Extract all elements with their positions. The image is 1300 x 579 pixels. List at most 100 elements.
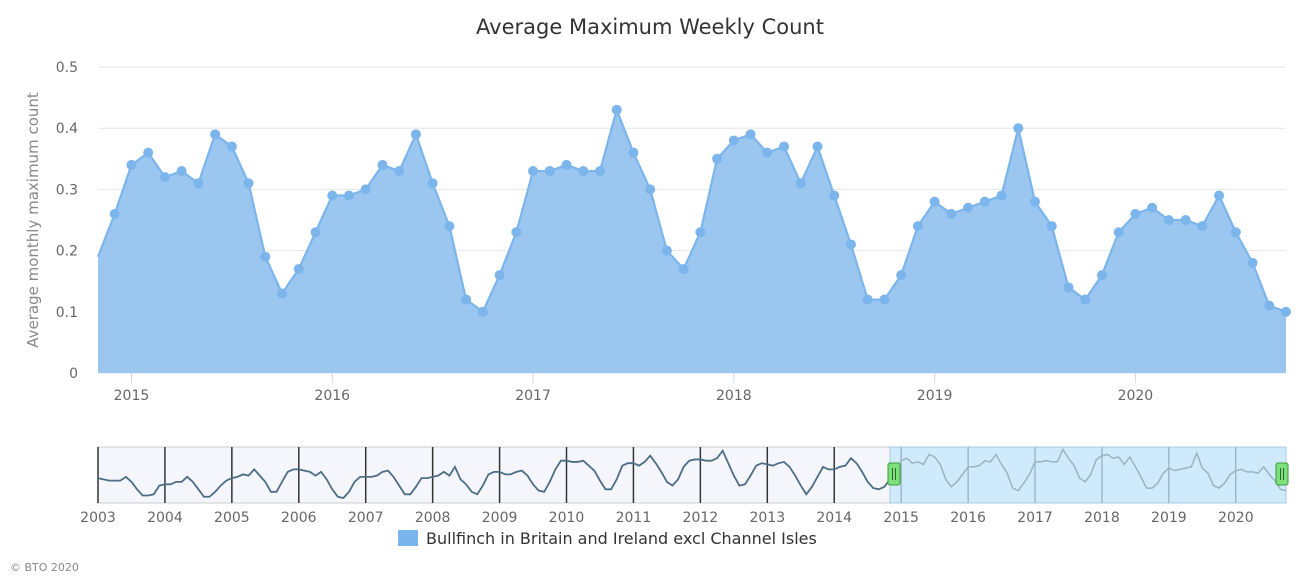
data-point[interactable] [176, 166, 187, 177]
navigator-tick-label: 2007 [348, 510, 384, 526]
y-tick-label: 0.1 [56, 305, 78, 321]
data-point[interactable] [812, 141, 823, 152]
data-point[interactable] [594, 166, 605, 177]
data-point[interactable] [946, 208, 957, 219]
data-point[interactable] [293, 263, 304, 274]
data-point[interactable] [712, 153, 723, 164]
data-point[interactable] [996, 190, 1007, 201]
data-point[interactable] [243, 178, 254, 189]
navigator-tick-label: 2005 [214, 510, 250, 526]
data-point[interactable] [310, 227, 321, 238]
data-point[interactable] [1214, 190, 1225, 201]
navigator-handle-right[interactable] [1275, 462, 1289, 486]
data-point[interactable] [561, 159, 572, 170]
data-point[interactable] [929, 196, 940, 207]
navigator-handle-left[interactable] [887, 462, 901, 486]
data-point[interactable] [494, 270, 505, 281]
data-point[interactable] [963, 202, 974, 213]
data-point[interactable] [1113, 227, 1124, 238]
data-point[interactable] [1046, 221, 1057, 232]
data-point[interactable] [410, 129, 421, 140]
data-point[interactable] [193, 178, 204, 189]
data-point[interactable] [795, 178, 806, 189]
y-axis-label: Average monthly maximum count [24, 92, 42, 348]
data-point[interactable] [1281, 306, 1291, 317]
data-point[interactable] [1197, 221, 1208, 232]
data-point[interactable] [1080, 294, 1091, 305]
data-point[interactable] [277, 288, 288, 299]
x-tick-label: 2015 [114, 388, 150, 404]
data-point[interactable] [1147, 202, 1158, 213]
data-point[interactable] [695, 227, 706, 238]
x-tick-label: 2016 [314, 388, 350, 404]
data-point[interactable] [327, 190, 338, 201]
plot-area[interactable] [96, 104, 1291, 373]
data-point[interactable] [461, 294, 472, 305]
navigator[interactable]: 2003 2004 2005 2006 2007 2008 2009 2010 2011 2012… [80, 446, 1289, 526]
y-tick-label: 0.2 [56, 244, 78, 260]
data-point[interactable] [678, 263, 689, 274]
data-point[interactable] [260, 251, 271, 262]
navigator-tick-label: 2012 [683, 510, 719, 526]
data-point[interactable] [879, 294, 890, 305]
data-point[interactable] [912, 221, 923, 232]
chart-title: Average Maximum Weekly Count [476, 15, 824, 39]
data-point[interactable] [1230, 227, 1241, 238]
handle-grip-icon[interactable] [887, 462, 901, 486]
data-point[interactable] [1163, 215, 1174, 225]
x-tick-label: 2020 [1118, 388, 1154, 404]
data-point[interactable] [745, 129, 756, 140]
data-point[interactable] [628, 147, 639, 158]
navigator-series-line-selected [889, 447, 1287, 492]
navigator-tick-label: 2004 [147, 510, 183, 526]
x-tick-label: 2018 [716, 388, 752, 404]
data-point[interactable] [661, 245, 672, 256]
data-point[interactable] [979, 196, 990, 207]
data-point[interactable] [762, 147, 773, 158]
data-point[interactable] [394, 166, 405, 177]
data-point[interactable] [1096, 270, 1107, 281]
data-point[interactable] [159, 172, 170, 183]
data-point[interactable] [210, 129, 221, 140]
navigator-selection[interactable] [889, 446, 1287, 504]
data-point[interactable] [1063, 282, 1074, 293]
credits[interactable]: © BTO 2020 [10, 561, 79, 574]
data-point[interactable] [143, 147, 154, 158]
data-point[interactable] [1264, 300, 1275, 311]
navigator-tick-label: 2016 [950, 510, 986, 526]
data-point[interactable] [544, 166, 555, 177]
data-point[interactable] [109, 208, 120, 219]
navigator-tick-label: 2019 [1151, 510, 1187, 526]
data-point[interactable] [645, 184, 656, 195]
data-point[interactable] [728, 135, 739, 146]
data-point[interactable] [1130, 208, 1141, 219]
data-point[interactable] [578, 166, 589, 177]
navigator-tick-label: 2008 [415, 510, 451, 526]
data-point[interactable] [427, 178, 438, 189]
navigator-tick-label: 2009 [482, 510, 518, 526]
data-point[interactable] [1013, 123, 1024, 134]
data-point[interactable] [226, 141, 237, 152]
data-point[interactable] [611, 104, 622, 115]
data-point[interactable] [360, 184, 371, 195]
x-tick-label: 2017 [515, 388, 551, 404]
data-point[interactable] [1180, 215, 1191, 225]
data-point[interactable] [377, 159, 388, 170]
data-point[interactable] [343, 190, 354, 201]
navigator-tick-label: 2017 [1017, 510, 1053, 526]
handle-grip-icon[interactable] [1275, 462, 1289, 486]
data-point[interactable] [528, 166, 539, 177]
data-point[interactable] [862, 294, 873, 305]
data-point[interactable] [779, 141, 790, 152]
legend-item[interactable]: Bullfinch in Britain and Ireland excl Ch… [398, 529, 817, 548]
data-point[interactable] [1247, 257, 1258, 268]
data-point[interactable] [511, 227, 522, 238]
data-point[interactable] [829, 190, 840, 201]
data-point[interactable] [444, 221, 455, 232]
legend-label[interactable]: Bullfinch in Britain and Ireland excl Ch… [426, 529, 817, 548]
data-point[interactable] [477, 306, 488, 317]
data-point[interactable] [1030, 196, 1041, 207]
data-point[interactable] [845, 239, 856, 250]
data-point[interactable] [126, 159, 137, 170]
data-point[interactable] [896, 270, 907, 281]
